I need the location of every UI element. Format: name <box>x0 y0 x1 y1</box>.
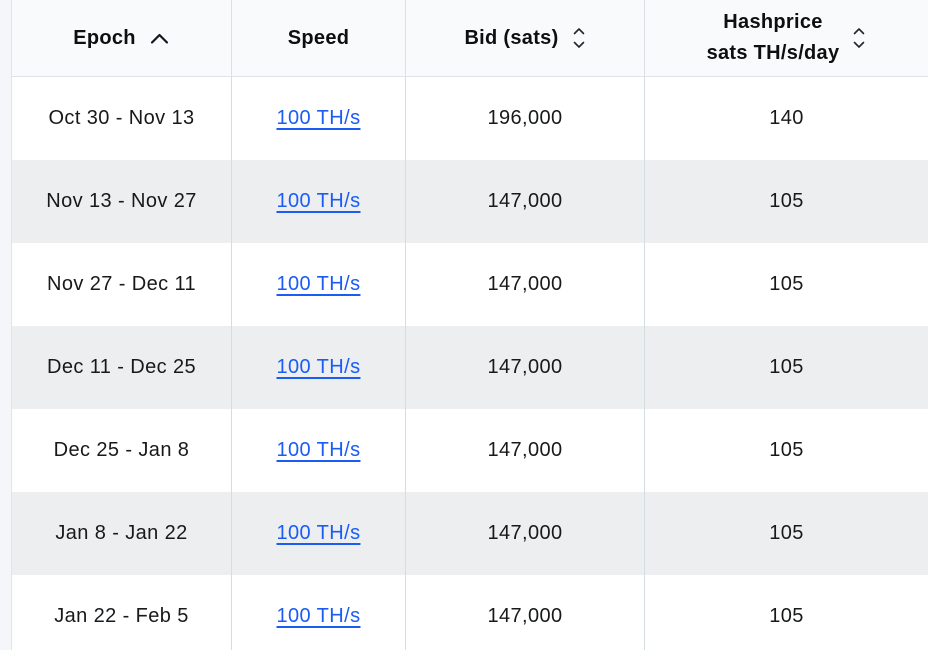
bid-cell: 147,000 <box>406 326 645 409</box>
table-header-row: Epoch Speed Bid (sats) Hashprice sats TH… <box>12 0 928 77</box>
table-row: Jan 8 - Jan 22 100 TH/s 147,000 105 <box>12 492 928 575</box>
table-row: Jan 22 - Feb 5 100 TH/s 147,000 105 <box>12 575 928 650</box>
table-row: Oct 30 - Nov 13 100 TH/s 196,000 140 <box>12 77 928 160</box>
hashprice-cell: 140 <box>769 107 804 129</box>
column-header-bid[interactable]: Bid (sats) <box>406 0 645 76</box>
epoch-cell: Dec 11 - Dec 25 <box>12 326 232 409</box>
speed-cell: 100 TH/s <box>232 326 406 409</box>
hashprice-cell: 105 <box>769 190 804 212</box>
speed-cell: 100 TH/s <box>232 243 406 326</box>
speed-link[interactable]: 100 TH/s <box>276 273 361 295</box>
table-row: Nov 27 - Dec 11 100 TH/s 147,000 105 <box>12 243 928 326</box>
column-header-hashprice[interactable]: Hashprice sats TH/s/day <box>645 0 928 76</box>
speed-link[interactable]: 100 TH/s <box>276 439 361 461</box>
speed-link[interactable]: 100 TH/s <box>276 605 361 627</box>
chevron-up-down-icon <box>852 26 866 50</box>
speed-cell: 100 TH/s <box>232 160 406 243</box>
epoch-cell: Nov 13 - Nov 27 <box>12 160 232 243</box>
speed-cell: 100 TH/s <box>232 575 406 650</box>
table-row: Dec 11 - Dec 25 100 TH/s 147,000 105 <box>12 326 928 409</box>
speed-link[interactable]: 100 TH/s <box>276 522 361 544</box>
hashprice-cell: 105 <box>769 273 804 295</box>
speed-link[interactable]: 100 TH/s <box>276 190 361 212</box>
column-header-label: Bid (sats) <box>464 26 559 49</box>
bid-cell: 147,000 <box>406 575 645 650</box>
bid-cell: 147,000 <box>406 409 645 492</box>
speed-cell: 100 TH/s <box>232 492 406 575</box>
speed-cell: 100 TH/s <box>232 77 406 160</box>
bid-cell: 147,000 <box>406 492 645 575</box>
column-header-epoch[interactable]: Epoch <box>12 0 232 76</box>
chevron-up-down-icon <box>572 26 586 50</box>
speed-cell: 100 TH/s <box>232 409 406 492</box>
table-row: Dec 25 - Jan 8 100 TH/s 147,000 105 <box>12 409 928 492</box>
hashprice-cell: 105 <box>769 605 804 627</box>
column-header-speed: Speed <box>232 0 406 76</box>
bid-cell: 147,000 <box>406 243 645 326</box>
epoch-cell: Jan 8 - Jan 22 <box>12 492 232 575</box>
column-header-label: Hashprice sats TH/s/day <box>706 11 840 64</box>
hashprice-cell: 105 <box>769 439 804 461</box>
bid-cell: 196,000 <box>406 77 645 160</box>
speed-link[interactable]: 100 TH/s <box>276 356 361 378</box>
epoch-cell: Nov 27 - Dec 11 <box>12 243 232 326</box>
epoch-cell: Dec 25 - Jan 8 <box>12 409 232 492</box>
column-header-label: Speed <box>287 26 350 49</box>
epoch-cell: Oct 30 - Nov 13 <box>12 77 232 160</box>
epoch-cell: Jan 22 - Feb 5 <box>12 575 232 650</box>
epochs-table: Epoch Speed Bid (sats) Hashprice sats TH… <box>11 0 928 650</box>
table-body: Oct 30 - Nov 13 100 TH/s 196,000 140 Nov… <box>12 77 928 650</box>
table-row: Nov 13 - Nov 27 100 TH/s 147,000 105 <box>12 160 928 243</box>
bid-cell: 147,000 <box>406 160 645 243</box>
hashprice-cell: 105 <box>769 356 804 378</box>
sort-ascending-icon <box>149 32 170 45</box>
hashprice-cell: 105 <box>769 522 804 544</box>
column-header-label: Epoch <box>73 26 136 49</box>
page-left-gutter <box>0 0 11 650</box>
speed-link[interactable]: 100 TH/s <box>276 107 361 129</box>
